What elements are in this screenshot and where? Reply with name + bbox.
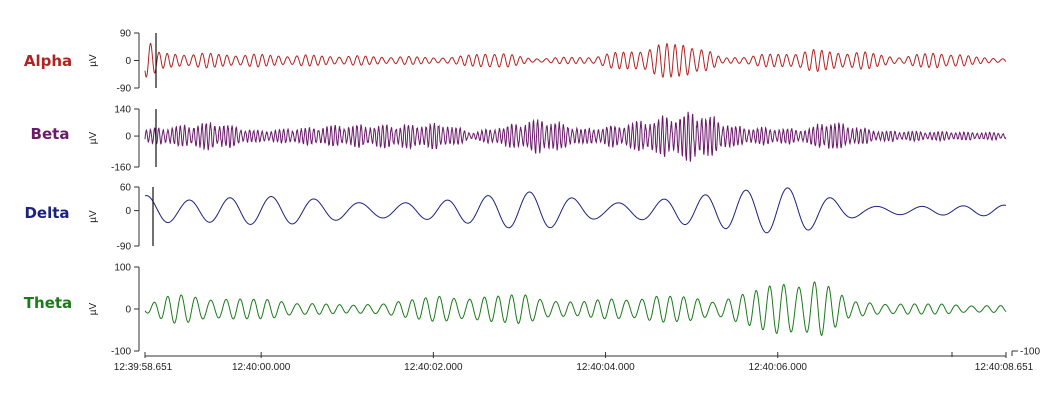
alpha-unit-label: µV [88, 54, 99, 67]
x-tick-label: 12:39:58.651 [114, 362, 173, 373]
delta-ytick-label: -90 [117, 242, 132, 253]
right-axis-label: -100 [1020, 347, 1040, 358]
theta-ytick-label: 100 [114, 263, 131, 274]
theta-ytick-label: -100 [111, 347, 131, 358]
delta-label: Delta [24, 204, 69, 222]
beta-label: Beta [31, 125, 70, 143]
beta-unit-label: µV [88, 131, 99, 144]
theta-label: Theta [24, 294, 72, 312]
beta-ytick-label: 140 [114, 105, 131, 116]
alpha-ytick-label: -90 [117, 84, 132, 95]
delta-ytick-label: 0 [125, 206, 131, 217]
theta-ytick-label: 0 [125, 305, 131, 316]
x-tick-label: 12:40:08.651 [975, 362, 1034, 373]
theta-unit-label: µV [88, 302, 99, 315]
alpha-label: Alpha [24, 52, 72, 70]
theta-trace [144, 281, 1007, 337]
beta-ytick-label: -160 [111, 163, 131, 174]
delta-ytick-label: 60 [120, 183, 132, 194]
x-tick-label: 12:40:00.000 [232, 362, 291, 373]
delta-trace [144, 187, 1007, 234]
beta-trace [144, 111, 1007, 162]
alpha-trace [144, 42, 1007, 78]
beta-ytick-label: 0 [125, 132, 131, 143]
alpha-ytick-label: 0 [125, 56, 131, 67]
x-tick-label: 12:40:06.000 [749, 362, 808, 373]
x-tick-label: 12:40:04.000 [576, 362, 635, 373]
delta-unit-label: µV [88, 210, 99, 223]
alpha-ytick-label: 90 [120, 29, 132, 40]
x-tick-label: 12:40:02.000 [404, 362, 463, 373]
